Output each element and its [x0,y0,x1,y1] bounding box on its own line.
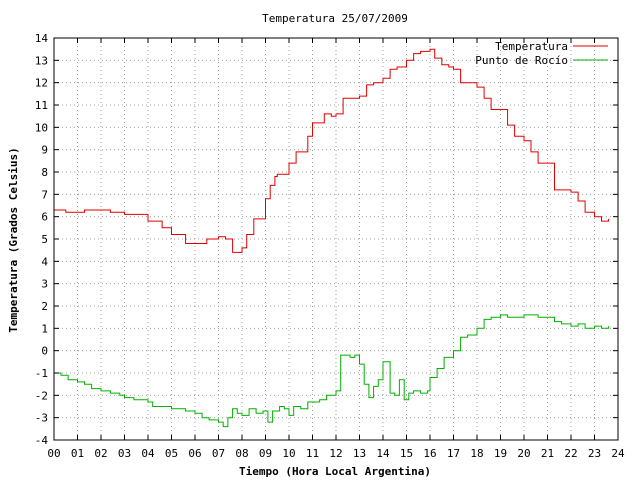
y-tick-label: 5 [41,233,48,246]
x-tick-label: 07 [212,447,225,460]
series-layer [54,48,610,428]
legend-label: Punto de Rocío [475,54,568,67]
x-tick-label: 21 [541,447,554,460]
x-tick-label: 20 [517,447,530,460]
x-tick-label: 09 [259,447,272,460]
y-tick-label: -4 [35,434,49,447]
y-tick-label: 7 [41,188,48,201]
x-tick-label: 03 [118,447,131,460]
x-tick-label: 15 [400,447,413,460]
y-tick-label: 11 [35,99,48,112]
x-axis-title: Tiempo (Hora Local Argentina) [239,465,431,478]
x-tick-label: 19 [494,447,507,460]
y-tick-label: -1 [35,367,48,380]
x-tick-label: 12 [329,447,342,460]
x-tick-label: 06 [188,447,201,460]
x-tick-label: 11 [306,447,319,460]
x-tick-label: 18 [470,447,483,460]
y-tick-label: -2 [35,389,48,402]
x-tick-label: 00 [47,447,60,460]
x-tick-label: 16 [423,447,436,460]
y-tick-label: 8 [41,166,48,179]
y-tick-label: 4 [41,255,48,268]
x-tick-label: 13 [353,447,366,460]
y-tick-label: -3 [35,412,48,425]
y-tick-label: 9 [41,144,48,157]
y-tick-label: 3 [41,278,48,291]
y-tick-label: 12 [35,77,48,90]
x-tick-label: 02 [94,447,107,460]
chart-title: Temperatura 25/07/2009 [262,12,408,25]
temperature-line [54,48,610,253]
x-tick-label: 04 [141,447,155,460]
y-tick-label: 0 [41,345,48,358]
x-tick-label: 17 [447,447,460,460]
x-tick-label: 01 [71,447,84,460]
x-tick-label: 14 [376,447,390,460]
x-tick-label: 05 [165,447,178,460]
grid-layer [54,38,618,440]
y-tick-label: 6 [41,211,48,224]
y-axis-title: Temperatura (Grados Celsius) [7,147,20,332]
y-tick-label: 13 [35,54,48,67]
dew-point-line [54,314,610,428]
y-tick-label: 2 [41,300,48,313]
legend-label: Temperatura [495,40,568,53]
x-tick-label: 23 [588,447,601,460]
y-tick-label: 1 [41,322,48,335]
x-tick-label: 22 [564,447,577,460]
y-tick-label: 14 [35,32,49,45]
x-tick-label: 24 [611,447,625,460]
x-tick-label: 08 [235,447,248,460]
y-tick-label: 10 [35,121,48,134]
x-tick-label: 10 [282,447,295,460]
